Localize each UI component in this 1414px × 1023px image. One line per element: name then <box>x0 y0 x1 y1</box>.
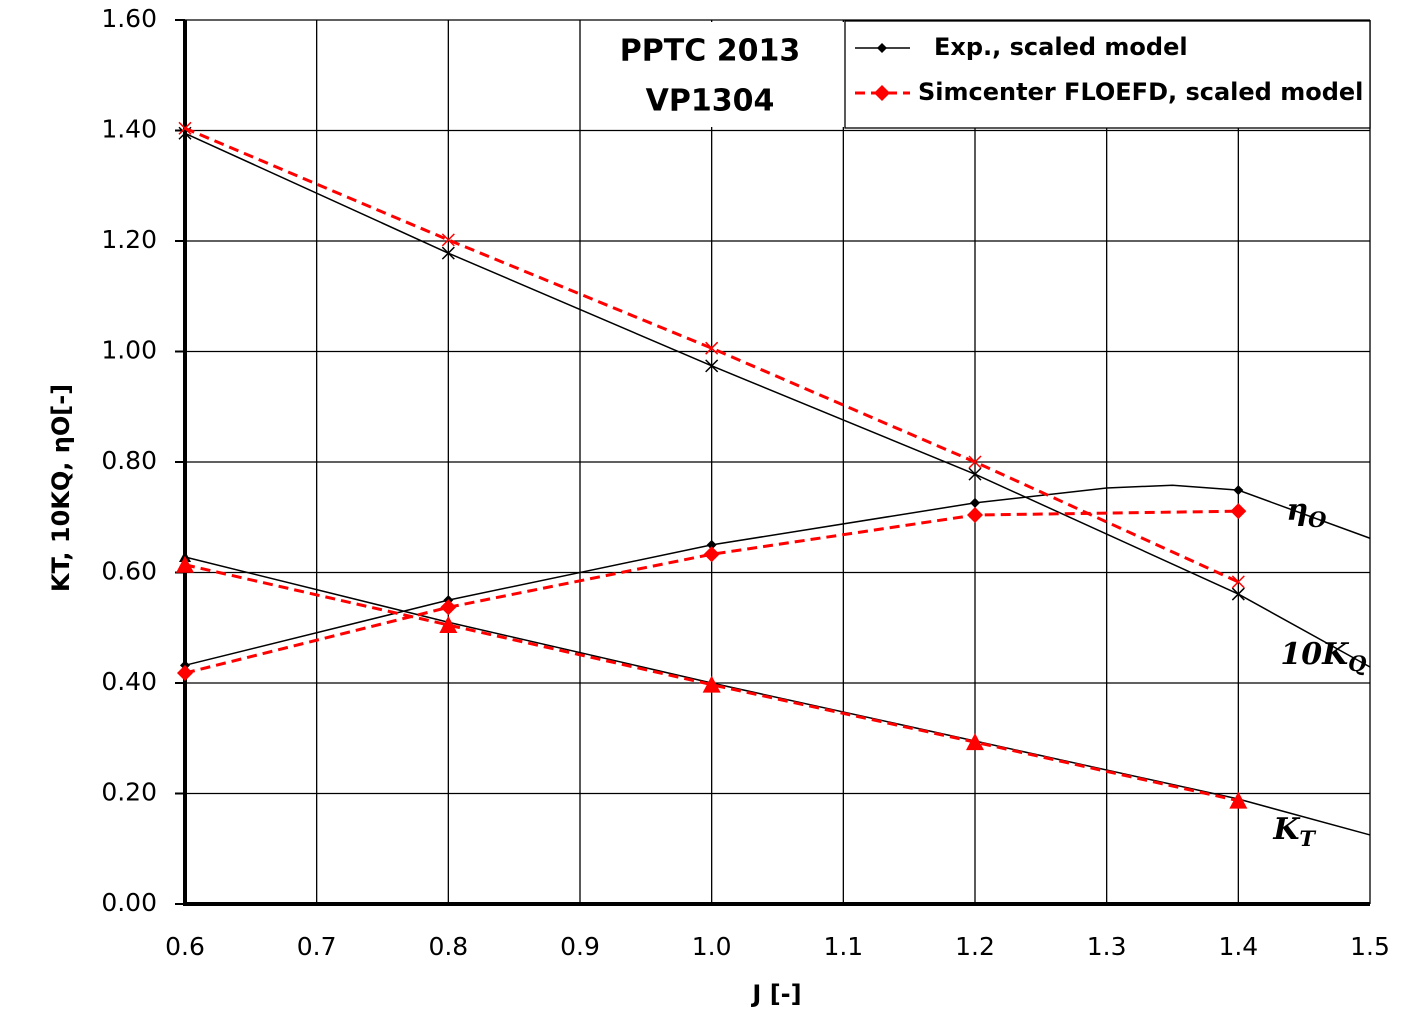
marker <box>702 675 721 693</box>
y-tick-label: 0.20 <box>101 778 157 807</box>
x-tick-label: 1.1 <box>823 932 863 961</box>
curve-label-main: η <box>1286 493 1308 528</box>
series-line <box>184 484 1371 667</box>
chart-title: PPTC 2013 <box>620 34 800 69</box>
curve-label-main: K <box>1272 812 1301 847</box>
y-tick-label: 1.40 <box>101 115 157 144</box>
marker <box>706 539 717 550</box>
curve-label-main: 10K <box>1280 637 1350 672</box>
y-tick-label: 0.60 <box>101 557 157 586</box>
legend-label: Simcenter FLOEFD, scaled model <box>918 78 1363 106</box>
marker <box>966 733 984 751</box>
marker <box>177 665 193 682</box>
marker <box>705 359 719 373</box>
y-tick-label: 0.40 <box>101 667 157 696</box>
y-tick-label: 0.00 <box>101 888 157 917</box>
marker <box>441 246 455 260</box>
curve-label: ηO <box>1286 493 1327 532</box>
x-tick-label: 0.8 <box>428 932 468 961</box>
chart-title: VP1304 <box>646 84 775 119</box>
series-line <box>184 132 1371 668</box>
marker <box>440 599 457 616</box>
series-line <box>184 509 1239 675</box>
legend-box <box>844 20 1371 129</box>
x-tick-label: 1.2 <box>955 932 995 961</box>
y-tick-label: 1.00 <box>101 336 157 365</box>
curve-label: KT <box>1272 812 1316 851</box>
x-tick-label: 1.0 <box>692 932 732 961</box>
marker <box>176 555 194 573</box>
y-tick-label: 1.20 <box>101 225 157 254</box>
series-line <box>184 563 1239 803</box>
marker <box>178 121 192 135</box>
marker <box>439 615 458 633</box>
x-tick-label: 1.4 <box>1218 932 1258 961</box>
marker <box>968 467 982 481</box>
x-axis-label: J [-] <box>750 980 801 1008</box>
marker <box>705 341 719 355</box>
curve-label-sub: T <box>1299 826 1316 851</box>
x-tick-label: 0.7 <box>297 932 337 961</box>
marker <box>1231 587 1245 601</box>
marker <box>970 497 980 508</box>
marker <box>1230 503 1247 520</box>
marker <box>967 507 983 524</box>
y-tick-label: 0.80 <box>101 446 157 475</box>
legend-label: Exp., scaled model <box>934 33 1188 61</box>
marker <box>1233 485 1244 496</box>
x-tick-label: 0.6 <box>165 932 205 961</box>
y-tick-label: 1.60 <box>101 4 157 33</box>
legend-marker <box>874 85 890 101</box>
marker <box>703 546 720 563</box>
curve-label: 10KQ <box>1280 637 1366 676</box>
marker <box>1231 575 1245 589</box>
marker <box>441 233 455 247</box>
legend-marker <box>877 43 887 53</box>
curve-label-sub: Q <box>1348 651 1366 676</box>
x-tick-label: 1.5 <box>1350 932 1390 961</box>
marker <box>968 455 982 469</box>
curve-label-sub: O <box>1308 507 1327 532</box>
marker <box>1229 791 1248 809</box>
x-tick-label: 1.3 <box>1087 932 1127 961</box>
x-tick-label: 0.9 <box>560 932 600 961</box>
y-axis-label: KT, 10KQ, ηO[-] <box>47 384 75 592</box>
